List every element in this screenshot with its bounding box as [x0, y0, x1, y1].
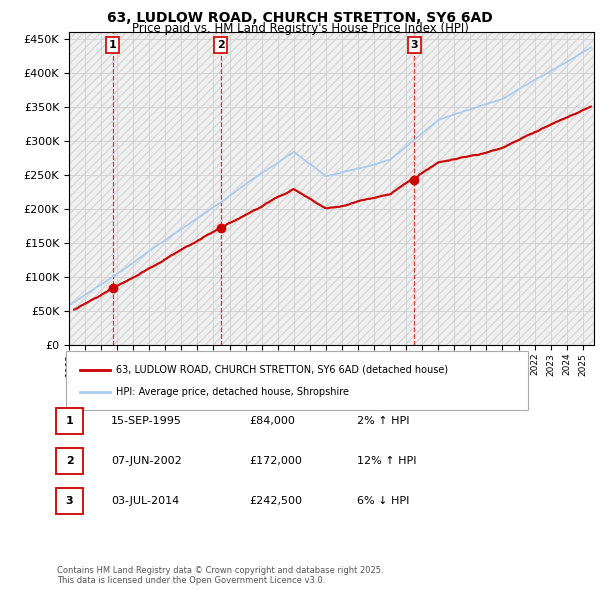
Text: £172,000: £172,000: [249, 456, 302, 466]
Text: 03-JUL-2014: 03-JUL-2014: [111, 496, 179, 506]
Text: Contains HM Land Registry data © Crown copyright and database right 2025.
This d: Contains HM Land Registry data © Crown c…: [57, 566, 383, 585]
Text: 2% ↑ HPI: 2% ↑ HPI: [357, 416, 409, 425]
Text: £84,000: £84,000: [249, 416, 295, 425]
Text: £242,500: £242,500: [249, 496, 302, 506]
Text: 2: 2: [217, 40, 224, 50]
Text: HPI: Average price, detached house, Shropshire: HPI: Average price, detached house, Shro…: [116, 387, 349, 397]
Text: 15-SEP-1995: 15-SEP-1995: [111, 416, 182, 425]
Text: 2: 2: [66, 456, 73, 466]
Text: 3: 3: [410, 40, 418, 50]
Text: 6% ↓ HPI: 6% ↓ HPI: [357, 496, 409, 506]
Text: Price paid vs. HM Land Registry's House Price Index (HPI): Price paid vs. HM Land Registry's House …: [131, 22, 469, 35]
Text: 1: 1: [66, 416, 73, 425]
Text: 07-JUN-2002: 07-JUN-2002: [111, 456, 182, 466]
Text: 3: 3: [66, 496, 73, 506]
Text: 63, LUDLOW ROAD, CHURCH STRETTON, SY6 6AD: 63, LUDLOW ROAD, CHURCH STRETTON, SY6 6A…: [107, 11, 493, 25]
Text: 63, LUDLOW ROAD, CHURCH STRETTON, SY6 6AD (detached house): 63, LUDLOW ROAD, CHURCH STRETTON, SY6 6A…: [116, 365, 448, 375]
Text: 1: 1: [109, 40, 116, 50]
Text: 12% ↑ HPI: 12% ↑ HPI: [357, 456, 416, 466]
